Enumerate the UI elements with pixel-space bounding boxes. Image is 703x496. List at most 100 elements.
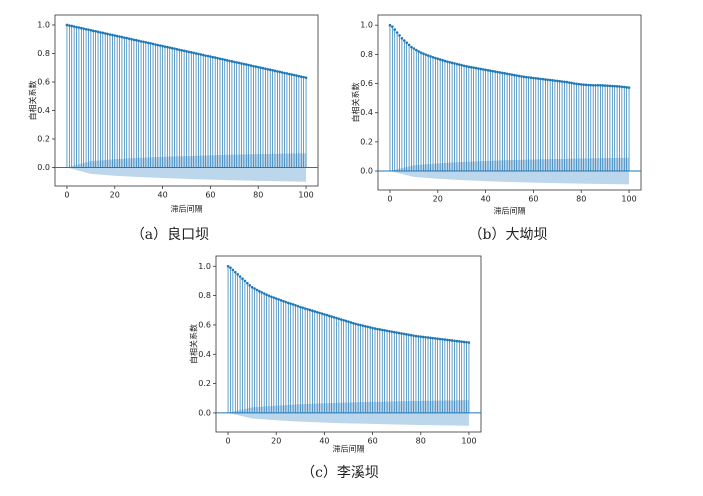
stem-marker (606, 84, 609, 88)
stem-marker (206, 54, 210, 58)
stem-marker (101, 31, 105, 35)
stem-marker (311, 309, 314, 313)
x-axis-label: 滞后间隔 (494, 206, 526, 216)
stem-marker (118, 35, 121, 38)
stem-marker (288, 72, 291, 76)
stem-marker (529, 76, 533, 80)
stem-marker (253, 287, 256, 290)
y-tick-label: 0.0 (37, 163, 50, 172)
stem-marker (327, 314, 331, 318)
stem-marker (291, 303, 295, 306)
stem-marker (197, 52, 200, 56)
stem-marker (515, 74, 518, 77)
x-tick-label: 80 (253, 191, 263, 200)
stem-marker (278, 70, 282, 74)
stem-marker (462, 340, 466, 344)
stem-marker (120, 35, 124, 39)
stem-marker (139, 40, 143, 43)
stem-marker (132, 38, 136, 42)
stem-marker (231, 268, 235, 272)
stem-marker (603, 84, 607, 87)
y-tick-label: 1.0 (360, 21, 373, 30)
stem-marker (356, 323, 360, 326)
stem-marker (313, 310, 317, 313)
stem-marker (156, 43, 160, 47)
stem-marker (398, 34, 401, 37)
stem-marker (589, 83, 593, 87)
stem-marker (113, 34, 117, 37)
stem-marker (366, 325, 370, 329)
stem-marker (400, 37, 404, 40)
x-axis-label: 滞后间隔 (171, 204, 203, 214)
stem-marker (146, 41, 150, 45)
stem-marker (273, 69, 277, 73)
stem-marker (441, 58, 444, 62)
stem-marker (242, 62, 246, 66)
stem-marker (237, 61, 241, 65)
stem-marker (89, 28, 93, 32)
plot-frame (377, 14, 642, 191)
stem-marker (409, 333, 413, 337)
y-tick-label: 0.6 (37, 77, 50, 86)
stem-marker (238, 275, 242, 278)
x-tick-label: 0 (387, 195, 392, 204)
stem-marker (158, 44, 162, 47)
stem-marker (80, 26, 83, 30)
stem-marker (82, 27, 85, 30)
stem-marker (584, 83, 588, 87)
stem-marker (570, 81, 573, 85)
stem-marker (421, 335, 425, 339)
stem-marker (259, 66, 262, 70)
y-tick-label: 0.2 (37, 134, 50, 143)
x-tick-label: 100 (621, 195, 636, 204)
stem-marker (524, 75, 528, 79)
stem-marker (178, 48, 181, 52)
stem-marker (572, 82, 576, 85)
stem-marker (424, 335, 427, 339)
stem-marker (551, 79, 554, 82)
stem-marker (173, 47, 176, 50)
stem-marker (125, 36, 129, 40)
stem-marker (412, 334, 415, 337)
x-axis-label: 滞后间隔 (333, 444, 365, 454)
stem-marker (368, 326, 372, 329)
stem-marker (582, 83, 585, 87)
stem-marker (115, 34, 119, 38)
stem-marker (469, 65, 473, 69)
stem-marker (378, 328, 382, 331)
stem-marker (91, 29, 95, 33)
stem-marker (320, 312, 324, 315)
stem-marker (243, 279, 247, 283)
stem-marker (168, 46, 172, 49)
stem-marker (339, 318, 343, 321)
stem-marker (512, 73, 516, 77)
stem-marker (359, 323, 362, 327)
stem-marker (299, 75, 303, 79)
x-tick-label: 60 (205, 191, 215, 200)
x-tick-label: 100 (461, 437, 476, 446)
stem-marker (426, 54, 430, 57)
stem-marker (403, 39, 406, 42)
stem-marker (431, 336, 435, 340)
stem-marker (279, 298, 283, 302)
stem-marker (274, 297, 278, 300)
stem-marker (553, 79, 557, 82)
stem-marker (271, 68, 274, 72)
stem-marker (431, 55, 435, 59)
stem-marker (75, 25, 78, 29)
stem-marker (216, 56, 219, 60)
stem-marker (151, 42, 155, 46)
stem-marker (493, 70, 497, 73)
stem-marker (247, 63, 250, 67)
stem-marker (458, 340, 461, 343)
stem-marker (410, 45, 413, 49)
stem-marker (106, 32, 109, 36)
plot-frame (54, 14, 319, 187)
stem-marker (625, 86, 628, 89)
stem-marker (443, 338, 447, 341)
stem-marker (229, 266, 232, 270)
x-tick-label: 40 (480, 195, 490, 204)
stem-marker (223, 58, 227, 62)
stem-marker (429, 336, 432, 340)
